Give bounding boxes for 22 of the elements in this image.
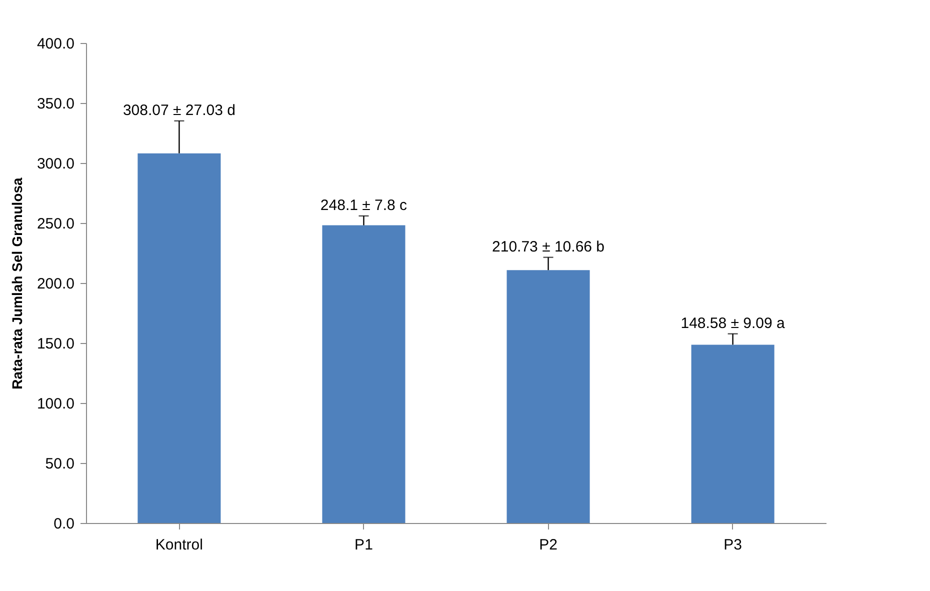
x-tick-label: P2 <box>539 536 558 554</box>
y-axis-title: Rata-rata Jumlah Sel Granulosa <box>8 177 25 390</box>
data-label: 210.73 ± 10.66 b <box>492 238 605 256</box>
y-tick-label: 200.0 <box>36 276 74 292</box>
x-tick-label: P3 <box>724 536 742 554</box>
bar <box>322 225 406 523</box>
x-tick-label: Kontrol <box>155 536 203 554</box>
x-tick-label: P1 <box>354 536 373 554</box>
bar <box>138 153 221 523</box>
y-tick-label: 350.0 <box>36 96 74 112</box>
data-label: 148.58 ± 9.09 a <box>680 314 786 332</box>
y-tick-label: 400.0 <box>36 36 74 52</box>
y-tick-label: 150.0 <box>36 336 74 352</box>
y-tick-label: 300.0 <box>36 156 74 172</box>
y-tick-label: 250.0 <box>36 216 74 232</box>
data-label: 248.1 ± 7.8 c <box>320 196 408 214</box>
bar <box>506 270 590 523</box>
y-tick-label: 50.0 <box>45 456 74 472</box>
bar <box>691 344 774 523</box>
data-label: 308.07 ± 27.03 d <box>122 102 236 119</box>
y-tick-label: 100.0 <box>36 396 74 412</box>
y-tick-label: 0.0 <box>54 516 74 532</box>
